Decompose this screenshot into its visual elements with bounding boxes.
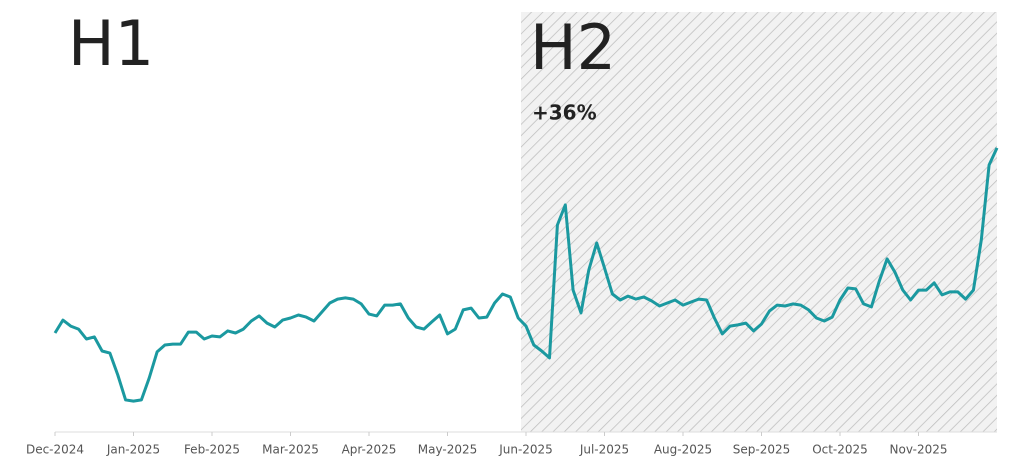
x-tick-label: Jun-2025: [498, 443, 553, 457]
x-tick-label: Mar-2025: [262, 443, 319, 457]
x-tick-label: Dec-2024: [26, 443, 84, 457]
h1-label: H1: [68, 7, 154, 80]
change-label: +36%: [532, 101, 597, 125]
x-tick-label: Jul-2025: [579, 443, 629, 457]
x-tick-label: Feb-2025: [184, 443, 240, 457]
x-tick-label: Sep-2025: [733, 443, 791, 457]
x-tick-label: Apr-2025: [342, 443, 397, 457]
x-tick-label: Jan-2025: [106, 443, 160, 457]
x-tick-label: Oct-2025: [812, 443, 868, 457]
h2-shade: [521, 12, 997, 432]
x-tick-label: May-2025: [418, 443, 477, 457]
x-tick-label: Nov-2025: [890, 443, 948, 457]
series-line: [53, 147, 999, 403]
h2-label: H2: [530, 11, 616, 84]
x-tick-label: Aug-2025: [654, 443, 712, 457]
